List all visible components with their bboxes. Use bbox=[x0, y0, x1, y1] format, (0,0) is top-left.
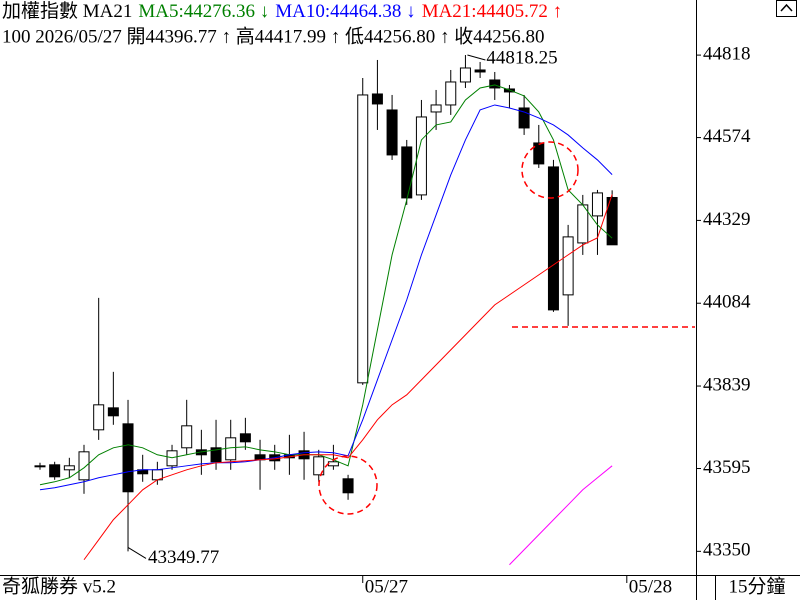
candle-body bbox=[577, 204, 589, 244]
corner-button-icon bbox=[780, 3, 793, 12]
header-segment: MA10:44464.38 ↓ bbox=[275, 1, 415, 22]
candle-body bbox=[606, 196, 618, 246]
ma-line bbox=[39, 84, 613, 486]
candle-body bbox=[34, 465, 46, 468]
x-tick-label: 05/27 bbox=[365, 576, 408, 597]
candle-body bbox=[547, 166, 559, 311]
candle-body bbox=[562, 236, 574, 296]
y-tick-label: 43839 bbox=[703, 374, 751, 395]
candle-body bbox=[474, 69, 486, 73]
candle-body bbox=[401, 146, 413, 199]
candle-body bbox=[107, 407, 119, 417]
candle-body bbox=[49, 464, 61, 478]
annotation-leader bbox=[127, 546, 147, 559]
high-annotation: 44818.25 bbox=[486, 47, 557, 68]
candle-body bbox=[342, 478, 354, 494]
y-tick-label: 44818 bbox=[703, 43, 751, 64]
candle-body bbox=[78, 451, 90, 481]
marker-circle bbox=[521, 141, 579, 199]
header-segment: MA21:44405.72 ↑ bbox=[422, 1, 562, 22]
plot-area bbox=[34, 55, 618, 566]
ma-line bbox=[39, 104, 613, 491]
brand: 奇狐勝券 v5.2 bbox=[2, 575, 116, 597]
header-line: 100 2026/05/27 開44396.77 ↑ 高44417.99 ↑ 低… bbox=[2, 25, 545, 47]
low-annotation: 43349.77 bbox=[148, 547, 219, 568]
candle-body bbox=[430, 104, 442, 113]
candle-body bbox=[386, 109, 398, 156]
candle-body bbox=[591, 192, 603, 217]
header-line: 加權指數 MA21 MA5:44276.36 ↓ MA10:44464.38 ↓ MA… bbox=[2, 0, 562, 22]
candle-body bbox=[313, 456, 325, 476]
y-tick-label: 43350 bbox=[703, 540, 751, 561]
candle-body bbox=[533, 142, 545, 165]
candle-body bbox=[357, 94, 369, 384]
candle-body bbox=[93, 404, 105, 431]
candle-body bbox=[459, 67, 471, 83]
y-tick-label: 43595 bbox=[703, 457, 751, 478]
candle-body bbox=[371, 93, 383, 105]
corner-button[interactable] bbox=[776, 0, 797, 17]
period-label[interactable]: 15分鐘 bbox=[728, 575, 785, 597]
candle-body bbox=[327, 461, 339, 467]
annotation-leader bbox=[467, 54, 486, 61]
candle-body bbox=[210, 447, 222, 463]
candle-body bbox=[239, 433, 251, 443]
candle-body bbox=[518, 107, 530, 129]
candle-body bbox=[445, 81, 457, 106]
candle-body bbox=[63, 465, 75, 471]
candle-body bbox=[122, 423, 134, 493]
y-tick-label: 44329 bbox=[703, 209, 751, 230]
header-segment: 加權指數 MA21 bbox=[2, 0, 132, 22]
ma-line bbox=[83, 194, 613, 561]
candle-body bbox=[181, 425, 193, 449]
y-tick-label: 44574 bbox=[703, 126, 751, 147]
header-segment: MA5:44276.36 ↓ bbox=[138, 1, 269, 22]
marker-circle bbox=[318, 455, 378, 515]
x-tick-label: 05/28 bbox=[629, 576, 672, 597]
ma-line bbox=[509, 465, 613, 566]
candle-body bbox=[489, 79, 501, 89]
y-tick-label: 44084 bbox=[703, 292, 751, 313]
candle-body bbox=[415, 116, 427, 196]
candle-body bbox=[225, 437, 237, 461]
